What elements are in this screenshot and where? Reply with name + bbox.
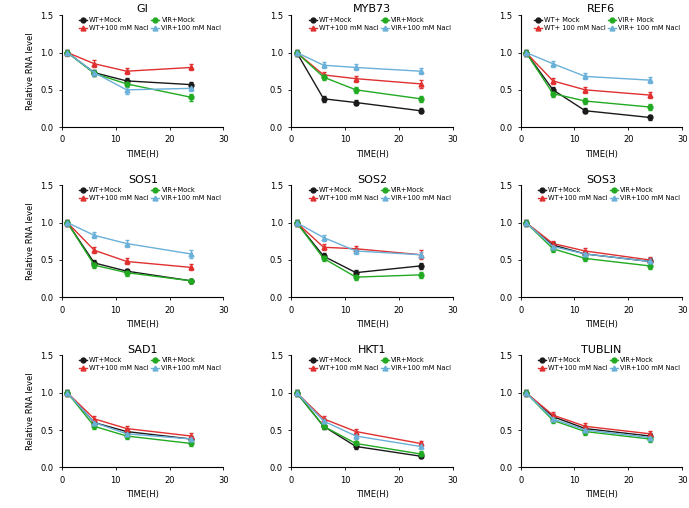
X-axis label: TIME(H): TIME(H) [356,150,389,159]
Title: SOS2: SOS2 [357,175,387,184]
Title: HKT1: HKT1 [358,344,387,355]
X-axis label: TIME(H): TIME(H) [585,150,618,159]
X-axis label: TIME(H): TIME(H) [585,490,618,499]
Y-axis label: Relative RNA level: Relative RNA level [26,33,35,110]
Y-axis label: Relative RNA level: Relative RNA level [26,372,35,450]
X-axis label: TIME(H): TIME(H) [126,150,159,159]
Legend: WT+Mock, WT+100 mM Nacl, VIR+Mock, VIR+100 mM Nacl: WT+Mock, WT+100 mM Nacl, VIR+Mock, VIR+1… [308,357,451,372]
X-axis label: TIME(H): TIME(H) [126,320,159,329]
X-axis label: TIME(H): TIME(H) [585,320,618,329]
Title: TUBLIN: TUBLIN [582,344,621,355]
Title: MYB73: MYB73 [353,5,391,14]
X-axis label: TIME(H): TIME(H) [126,490,159,499]
Legend: WT+Mock, WT+100 mM Nacl, VIR+Mock, VIR+100 mM Nacl: WT+Mock, WT+100 mM Nacl, VIR+Mock, VIR+1… [308,17,451,31]
Title: GI: GI [137,5,149,14]
Legend: WT+Mock, WT+100 mM Nacl, VIR+Mock, VIR+100 mM Nacl: WT+Mock, WT+100 mM Nacl, VIR+Mock, VIR+1… [537,357,681,372]
Legend: WT+ Mock, WT+ 100 mM Nacl, VIR+ Mock, VIR+ 100 mM Nacl: WT+ Mock, WT+ 100 mM Nacl, VIR+ Mock, VI… [533,17,681,31]
Title: SOS1: SOS1 [127,175,158,184]
Y-axis label: Relative RNA level: Relative RNA level [26,203,35,280]
X-axis label: TIME(H): TIME(H) [356,320,389,329]
X-axis label: TIME(H): TIME(H) [356,490,389,499]
Legend: WT+Mock, WT+100 mM Nacl, VIR+Mock, VIR+100 mM Nacl: WT+Mock, WT+100 mM Nacl, VIR+Mock, VIR+1… [308,186,451,202]
Legend: WT+Mock, WT+100 mM Nacl, VIR+Mock, VIR+100 mM Nacl: WT+Mock, WT+100 mM Nacl, VIR+Mock, VIR+1… [537,186,681,202]
Legend: WT+Mock, WT+100 mM Nacl, VIR+Mock, VIR+100 mM Nacl: WT+Mock, WT+100 mM Nacl, VIR+Mock, VIR+1… [79,186,222,202]
Title: SAD1: SAD1 [127,344,158,355]
Legend: WT+Mock, WT+100 mM Nacl, VIR+Mock, VIR+100 mM Nacl: WT+Mock, WT+100 mM Nacl, VIR+Mock, VIR+1… [79,17,222,31]
Title: SOS3: SOS3 [586,175,617,184]
Title: REF6: REF6 [587,5,615,14]
Legend: WT+Mock, WT+100 mM Nacl, VIR+Mock, VIR+100 mM Nacl: WT+Mock, WT+100 mM Nacl, VIR+Mock, VIR+1… [79,357,222,372]
